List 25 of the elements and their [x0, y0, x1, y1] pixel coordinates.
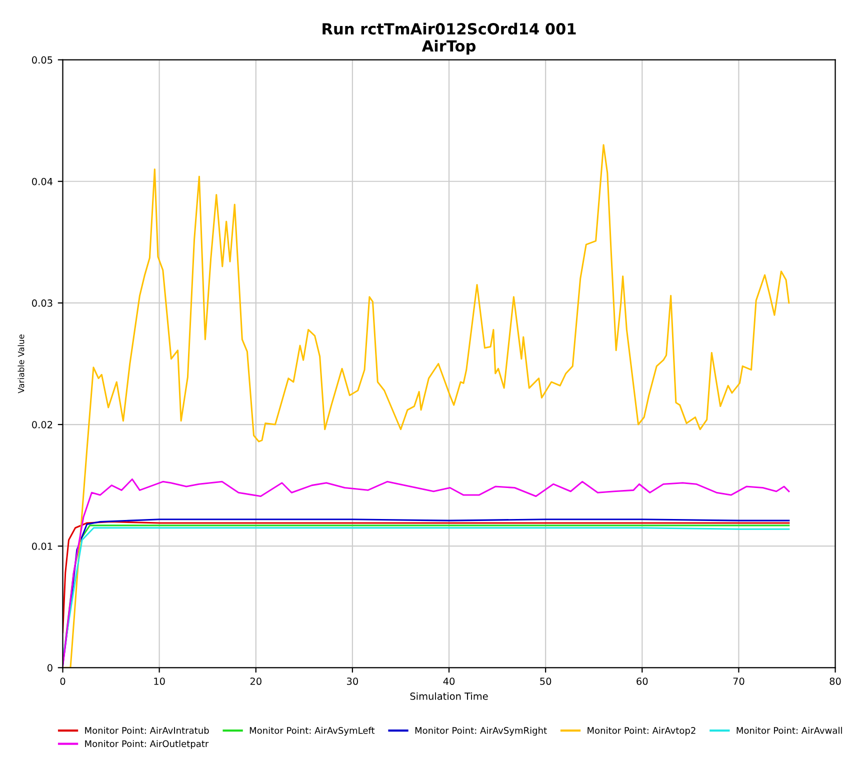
- x-tick-label: 60: [636, 678, 648, 685]
- y-tick-label: 0.01: [32, 542, 52, 550]
- y-tick-label: 0.02: [32, 421, 52, 428]
- y-tick-label: 0.05: [32, 56, 52, 64]
- y-tick-label: 0.04: [32, 178, 52, 186]
- x-tick-label: 10: [154, 678, 165, 685]
- legend-label: Monitor Point: AirAvtop2: [588, 726, 696, 736]
- x-tick-label: 40: [443, 678, 455, 685]
- line-series: [62, 478, 790, 668]
- x-tick-label: 0: [60, 678, 66, 685]
- x-tick-label: 70: [733, 678, 744, 685]
- chart-title: Run rctTmAir012ScOrd14 001 AirTop: [322, 22, 576, 55]
- legend-label: Monitor Point: AirAvwall: [736, 726, 842, 734]
- legend-label: Monitor Point: AirAvSymLeft: [250, 726, 375, 736]
- legend-label: Monitor Point: AirAvIntratub: [85, 726, 209, 734]
- x-axis-title: Simulation Time: [410, 692, 488, 700]
- x-tick-label: 50: [540, 678, 552, 685]
- x-tick-label: 80: [830, 678, 841, 685]
- y-tick-label: 0: [47, 664, 52, 672]
- y-tick-label: 0.03: [32, 299, 52, 307]
- y-axis-title: Variable Value: [18, 334, 24, 394]
- legend-label: Monitor Point: AirOutletpatr: [85, 740, 209, 749]
- x-tick-label: 30: [347, 678, 358, 685]
- x-tick-label: 20: [250, 678, 262, 685]
- legend-label: Monitor Point: AirAvSymRight: [415, 726, 547, 736]
